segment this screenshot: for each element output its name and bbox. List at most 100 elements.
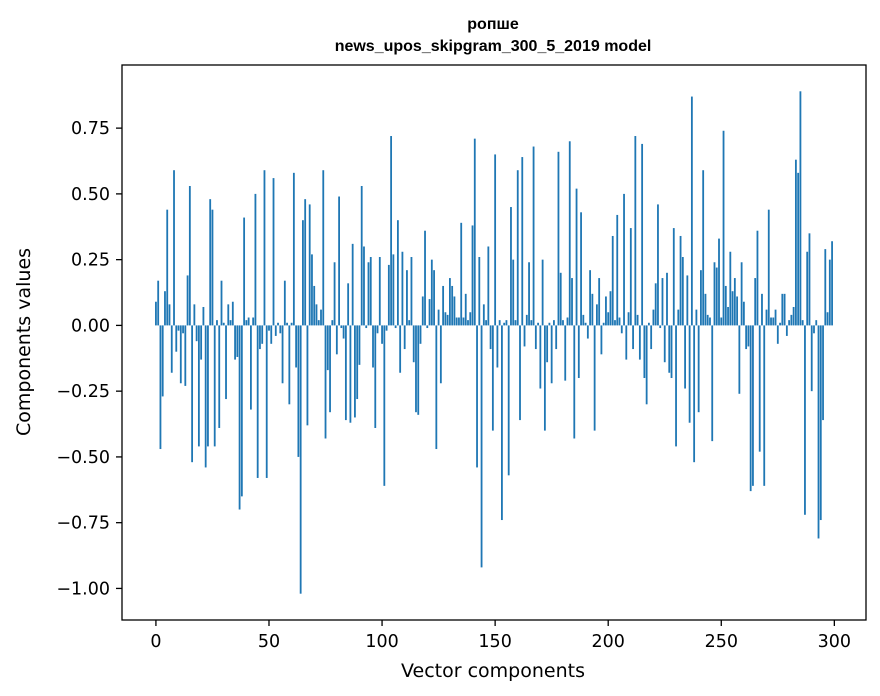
bar	[580, 212, 582, 326]
bar	[315, 304, 318, 326]
bar	[557, 151, 560, 326]
bar	[568, 141, 571, 326]
bar	[155, 301, 157, 326]
bar	[367, 262, 370, 326]
bar	[383, 325, 386, 486]
x-tick-label: 50	[258, 632, 280, 652]
bar	[605, 296, 607, 326]
bar	[270, 325, 273, 344]
bar	[376, 325, 379, 334]
bar	[534, 325, 537, 350]
bar	[274, 325, 277, 336]
bar	[801, 320, 804, 326]
bar	[216, 320, 218, 326]
bar	[627, 312, 630, 326]
bar	[625, 325, 628, 360]
bar	[288, 325, 291, 405]
bar	[645, 325, 648, 405]
bar	[168, 304, 171, 326]
bar	[654, 283, 657, 326]
bar	[202, 306, 205, 326]
bar	[799, 91, 802, 326]
bar	[541, 259, 544, 326]
bar	[207, 325, 209, 447]
bar	[528, 262, 530, 326]
bar	[295, 325, 298, 368]
bar	[806, 251, 809, 326]
bar	[322, 170, 325, 326]
bar	[650, 325, 653, 350]
bar	[718, 238, 720, 326]
bar	[449, 278, 451, 326]
bar	[188, 186, 191, 326]
bar	[410, 257, 413, 326]
bar	[745, 325, 748, 350]
bar	[616, 214, 619, 326]
bar	[688, 325, 691, 423]
bar	[629, 228, 632, 326]
bar	[611, 235, 614, 326]
bar	[591, 293, 594, 326]
bar	[763, 325, 766, 486]
bar	[539, 325, 542, 389]
bar	[392, 254, 395, 326]
bar	[331, 320, 334, 326]
x-axis-ticks: 0 50 100 150 200 250 300	[150, 620, 851, 652]
bar	[245, 320, 248, 326]
bar	[164, 291, 166, 326]
bar	[700, 270, 702, 326]
bar	[419, 325, 422, 344]
bar	[575, 188, 578, 326]
bar	[426, 325, 429, 329]
bar	[677, 309, 680, 326]
bar	[781, 293, 784, 326]
bar	[792, 306, 795, 326]
bar	[831, 241, 833, 326]
bar	[277, 322, 279, 326]
bar	[525, 314, 528, 326]
bar	[166, 209, 169, 326]
bar	[634, 136, 637, 326]
bar	[304, 199, 307, 326]
bar	[641, 143, 644, 326]
bar	[161, 325, 164, 397]
bar	[338, 196, 340, 326]
bar	[401, 251, 404, 326]
bar	[209, 199, 212, 326]
bar	[254, 193, 257, 326]
bar	[159, 325, 162, 450]
bar	[302, 220, 304, 326]
bars-group	[155, 91, 833, 594]
bar	[507, 325, 510, 476]
bar	[396, 220, 399, 326]
bar	[711, 325, 714, 442]
bar	[661, 278, 664, 326]
bar	[573, 325, 576, 439]
bar	[211, 209, 214, 326]
bar	[173, 170, 175, 326]
bar	[467, 320, 469, 326]
bar	[200, 325, 203, 360]
bar	[675, 325, 677, 447]
bar	[365, 325, 368, 329]
bar	[828, 259, 831, 326]
bar	[424, 230, 426, 326]
x-tick-label: 200	[591, 632, 624, 652]
bar	[571, 278, 573, 326]
bar	[826, 312, 829, 326]
bar	[614, 320, 616, 326]
bar	[824, 249, 827, 326]
bar	[204, 325, 207, 468]
x-tick-label: 150	[478, 632, 511, 652]
bar	[236, 325, 239, 357]
bar	[326, 325, 329, 371]
bar	[247, 317, 250, 326]
bar	[516, 170, 519, 326]
bar	[469, 312, 472, 326]
bar	[498, 320, 501, 326]
bar	[430, 259, 433, 326]
bar	[788, 320, 791, 326]
bar	[340, 325, 343, 329]
bar	[632, 325, 634, 350]
